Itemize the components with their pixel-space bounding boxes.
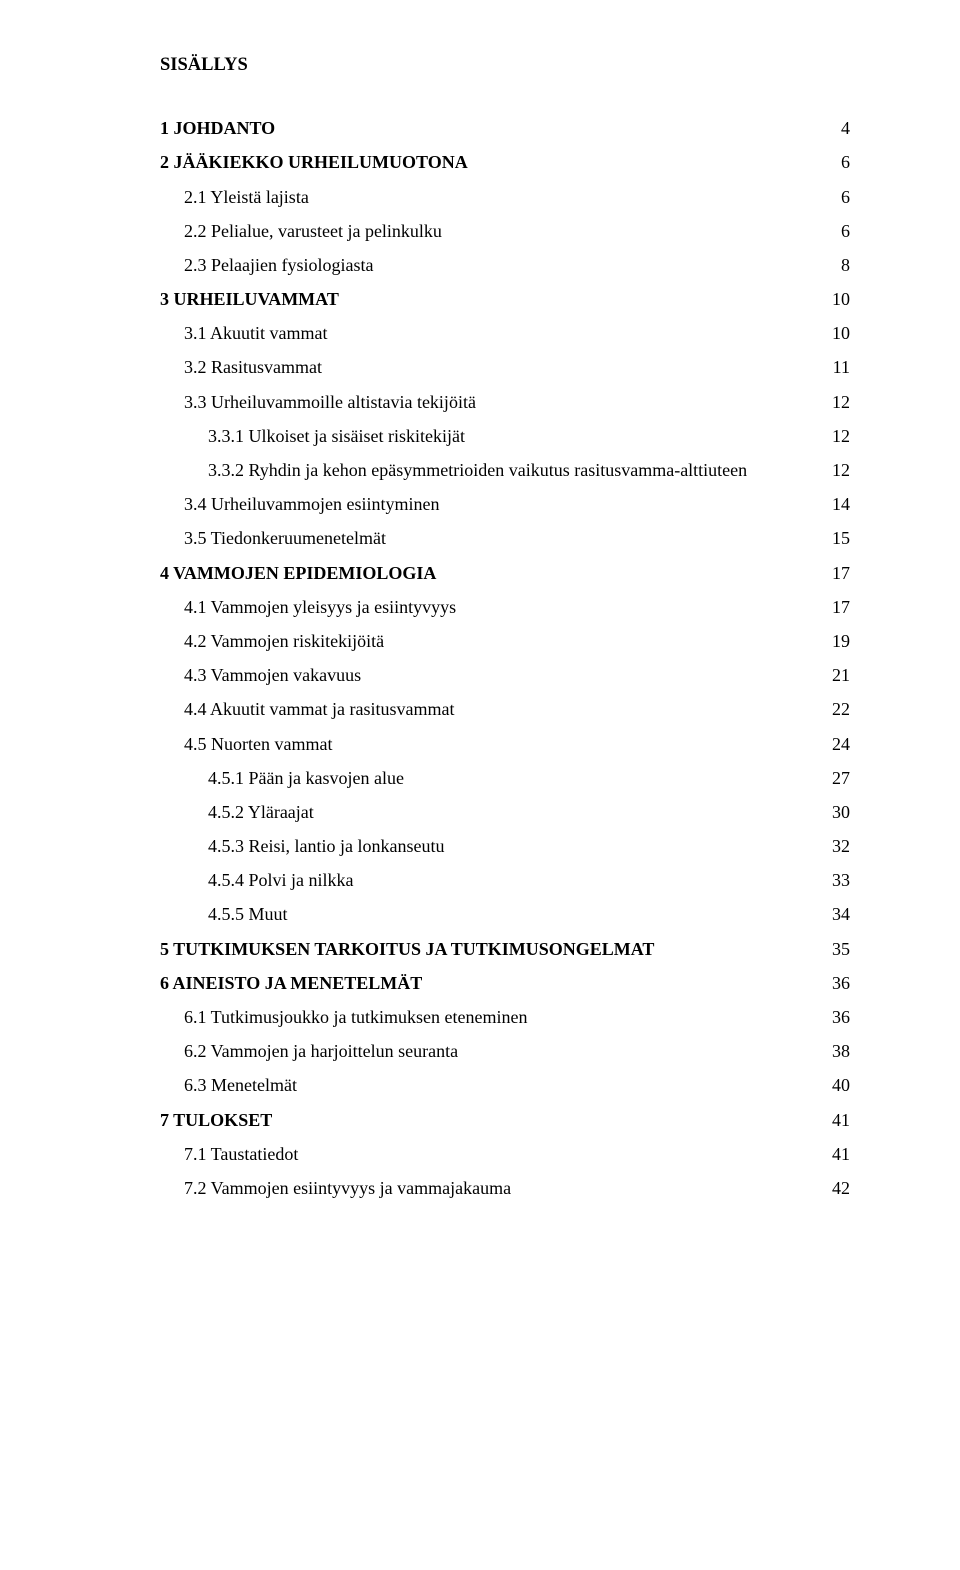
toc-entry-page: 33 (826, 863, 850, 897)
toc-entry: 3.2 Rasitusvammat 11 (160, 350, 850, 384)
toc-entry-page: 42 (826, 1171, 850, 1205)
toc-entry: 3.3 Urheiluvammoille altistavia tekijöit… (160, 385, 850, 419)
toc-entry-label: 3 URHEILUVAMMAT (160, 282, 339, 316)
toc-entry-label: 3.1 Akuutit vammat (184, 316, 328, 350)
toc-entry: 4.3 Vammojen vakavuus 21 (160, 658, 850, 692)
toc-entry-label: 7.1 Taustatiedot (184, 1137, 298, 1171)
toc-entry-page: 10 (826, 282, 850, 316)
toc-entry-page: 11 (826, 350, 850, 384)
toc-entry: 1 JOHDANTO 4 (160, 111, 850, 145)
toc-entry-label: 4.4 Akuutit vammat ja rasitusvammat (184, 692, 454, 726)
toc-entry: 7.1 Taustatiedot 41 (160, 1137, 850, 1171)
toc-entry: 2.2 Pelialue, varusteet ja pelinkulku 6 (160, 214, 850, 248)
table-of-contents: 1 JOHDANTO42 JÄÄKIEKKO URHEILUMUOTONA62.… (160, 111, 850, 1205)
toc-entry-label: 2.1 Yleistä lajista (184, 180, 309, 214)
toc-entry: 4.5.5 Muut 34 (160, 897, 850, 931)
toc-entry: 4.5.4 Polvi ja nilkka 33 (160, 863, 850, 897)
toc-entry-label: 6 AINEISTO JA MENETELMÄT (160, 966, 422, 1000)
toc-entry: 3.4 Urheiluvammojen esiintyminen 14 (160, 487, 850, 521)
toc-entry: 2 JÄÄKIEKKO URHEILUMUOTONA 6 (160, 145, 850, 179)
toc-entry-page: 27 (826, 761, 850, 795)
toc-entry-page: 41 (826, 1137, 850, 1171)
toc-entry: 4.1 Vammojen yleisyys ja esiintyvyys 17 (160, 590, 850, 624)
toc-entry: 3.5 Tiedonkeruumenetelmät 15 (160, 521, 850, 555)
toc-entry-label: 4.5.5 Muut (208, 897, 288, 931)
toc-entry-label: 3.5 Tiedonkeruumenetelmät (184, 521, 386, 555)
toc-entry: 6.2 Vammojen ja harjoittelun seuranta 38 (160, 1034, 850, 1068)
toc-entry-page: 38 (826, 1034, 850, 1068)
toc-entry: 2.1 Yleistä lajista 6 (160, 180, 850, 214)
toc-entry-page: 22 (826, 692, 850, 726)
toc-entry-label: 4.5.2 Yläraajat (208, 795, 314, 829)
toc-entry-page: 12 (826, 419, 850, 453)
toc-entry-label: 7 TULOKSET (160, 1103, 272, 1137)
toc-entry-label: 3.3 Urheiluvammoille altistavia tekijöit… (184, 385, 476, 419)
toc-entry-label: 4.3 Vammojen vakavuus (184, 658, 361, 692)
toc-entry: 3.3.2 Ryhdin ja kehon epäsymmetrioiden v… (160, 453, 850, 487)
toc-entry-page: 30 (826, 795, 850, 829)
toc-entry-page: 36 (826, 1000, 850, 1034)
toc-entry-page: 36 (826, 966, 850, 1000)
toc-entry-page: 14 (826, 487, 850, 521)
toc-entry: 4.5.2 Yläraajat 30 (160, 795, 850, 829)
toc-entry-page: 35 (826, 932, 850, 966)
toc-entry-page: 19 (826, 624, 850, 658)
toc-entry-page: 17 (826, 590, 850, 624)
toc-entry-page: 6 (826, 180, 850, 214)
toc-entry-page: 10 (826, 316, 850, 350)
toc-entry: 3.3.1 Ulkoiset ja sisäiset riskitekijät 1… (160, 419, 850, 453)
toc-entry-label: 4.5.3 Reisi, lantio ja lonkanseutu (208, 829, 444, 863)
toc-entry-page: 12 (826, 453, 850, 487)
toc-entry: 4.2 Vammojen riskitekijöitä 19 (160, 624, 850, 658)
toc-entry: 4.5.1 Pään ja kasvojen alue 27 (160, 761, 850, 795)
toc-entry-label: 5 TUTKIMUKSEN TARKOITUS JA TUTKIMUSONGEL… (160, 932, 654, 966)
toc-entry-label: 4.5.1 Pään ja kasvojen alue (208, 761, 404, 795)
toc-entry-label: 4.5 Nuorten vammat (184, 727, 332, 761)
toc-entry-label: 3.3.2 Ryhdin ja kehon epäsymmetrioiden v… (208, 453, 747, 487)
toc-entry-page: 17 (826, 556, 850, 590)
toc-entry-page: 34 (826, 897, 850, 931)
toc-entry-page: 4 (826, 111, 850, 145)
toc-entry: 3 URHEILUVAMMAT 10 (160, 282, 850, 316)
document-title: SISÄLLYS (160, 48, 850, 83)
toc-entry: 5 TUTKIMUKSEN TARKOITUS JA TUTKIMUSONGEL… (160, 932, 850, 966)
toc-entry-label: 6.2 Vammojen ja harjoittelun seuranta (184, 1034, 458, 1068)
toc-entry: 6.1 Tutkimusjoukko ja tutkimuksen etenem… (160, 1000, 850, 1034)
toc-entry-label: 2 JÄÄKIEKKO URHEILUMUOTONA (160, 145, 468, 179)
toc-entry-label: 3.3.1 Ulkoiset ja sisäiset riskitekijät (208, 419, 465, 453)
toc-entry: 7 TULOKSET 41 (160, 1103, 850, 1137)
toc-entry-page: 6 (826, 145, 850, 179)
toc-entry-page: 40 (826, 1068, 850, 1102)
toc-entry: 4 VAMMOJEN EPIDEMIOLOGIA 17 (160, 556, 850, 590)
toc-entry-label: 3.2 Rasitusvammat (184, 350, 322, 384)
toc-entry: 7.2 Vammojen esiintyvyys ja vammajakauma… (160, 1171, 850, 1205)
toc-entry-page: 8 (826, 248, 850, 282)
toc-entry: 6.3 Menetelmät 40 (160, 1068, 850, 1102)
toc-entry-page: 12 (826, 385, 850, 419)
toc-entry-label: 2.2 Pelialue, varusteet ja pelinkulku (184, 214, 442, 248)
toc-entry: 4.4 Akuutit vammat ja rasitusvammat 22 (160, 692, 850, 726)
toc-entry-page: 41 (826, 1103, 850, 1137)
toc-entry-label: 4 VAMMOJEN EPIDEMIOLOGIA (160, 556, 436, 590)
toc-entry-page: 32 (826, 829, 850, 863)
toc-entry: 2.3 Pelaajien fysiologiasta 8 (160, 248, 850, 282)
toc-entry-page: 6 (826, 214, 850, 248)
toc-entry-page: 21 (826, 658, 850, 692)
toc-entry-label: 7.2 Vammojen esiintyvyys ja vammajakauma (184, 1171, 511, 1205)
toc-entry-label: 2.3 Pelaajien fysiologiasta (184, 248, 373, 282)
toc-entry-label: 1 JOHDANTO (160, 111, 275, 145)
toc-entry-page: 15 (826, 521, 850, 555)
toc-entry-label: 4.5.4 Polvi ja nilkka (208, 863, 354, 897)
toc-entry-label: 4.2 Vammojen riskitekijöitä (184, 624, 384, 658)
toc-entry: 3.1 Akuutit vammat 10 (160, 316, 850, 350)
toc-entry-label: 6.3 Menetelmät (184, 1068, 297, 1102)
toc-entry: 6 AINEISTO JA MENETELMÄT 36 (160, 966, 850, 1000)
toc-entry-label: 6.1 Tutkimusjoukko ja tutkimuksen etenem… (184, 1000, 528, 1034)
toc-entry-page: 24 (826, 727, 850, 761)
toc-entry: 4.5.3 Reisi, lantio ja lonkanseutu 32 (160, 829, 850, 863)
toc-entry: 4.5 Nuorten vammat 24 (160, 727, 850, 761)
toc-entry-label: 3.4 Urheiluvammojen esiintyminen (184, 487, 439, 521)
toc-entry-label: 4.1 Vammojen yleisyys ja esiintyvyys (184, 590, 456, 624)
